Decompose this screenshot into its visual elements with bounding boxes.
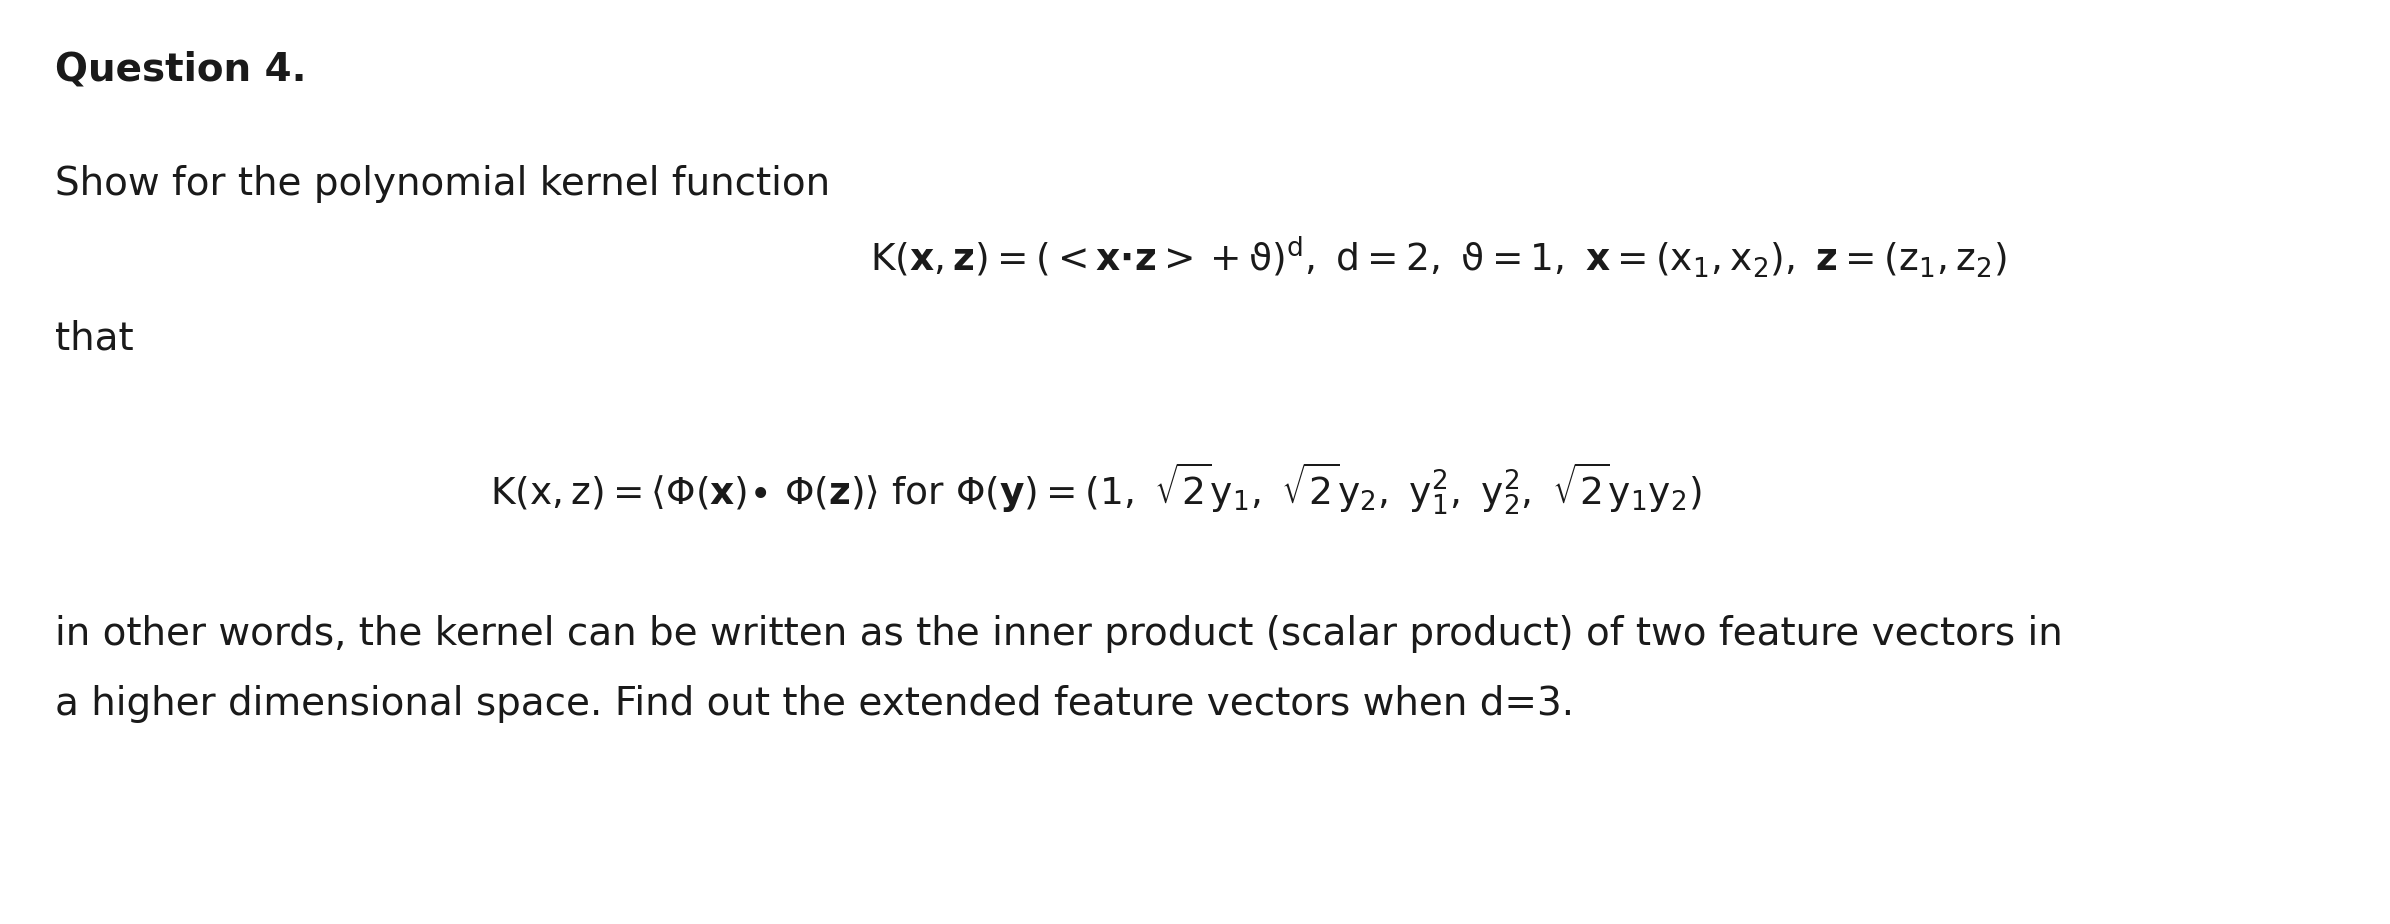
Text: in other words, the kernel can be written as the inner product (scalar product) : in other words, the kernel can be writte…: [55, 615, 2063, 653]
Text: a higher dimensional space. Find out the extended feature vectors when d=3.: a higher dimensional space. Find out the…: [55, 685, 1575, 723]
Text: $\mathrm{K(\mathbf{x},\mathbf{z})=(<\mathbf{x{\cdot}z}>+\vartheta)^d,\ d{=}2,\ \: $\mathrm{K(\mathbf{x},\mathbf{z})=(<\mat…: [870, 235, 2008, 280]
Text: Show for the polynomial kernel function: Show for the polynomial kernel function: [55, 165, 829, 203]
Text: that: that: [55, 320, 134, 358]
Text: $\mathrm{K(x,z){=}\langle\Phi(\mathbf{x}){\bullet}\ \Phi(\mathbf{z})\rangle\ for: $\mathrm{K(x,z){=}\langle\Phi(\mathbf{x}…: [490, 460, 1702, 517]
Text: Question 4.: Question 4.: [55, 50, 306, 88]
